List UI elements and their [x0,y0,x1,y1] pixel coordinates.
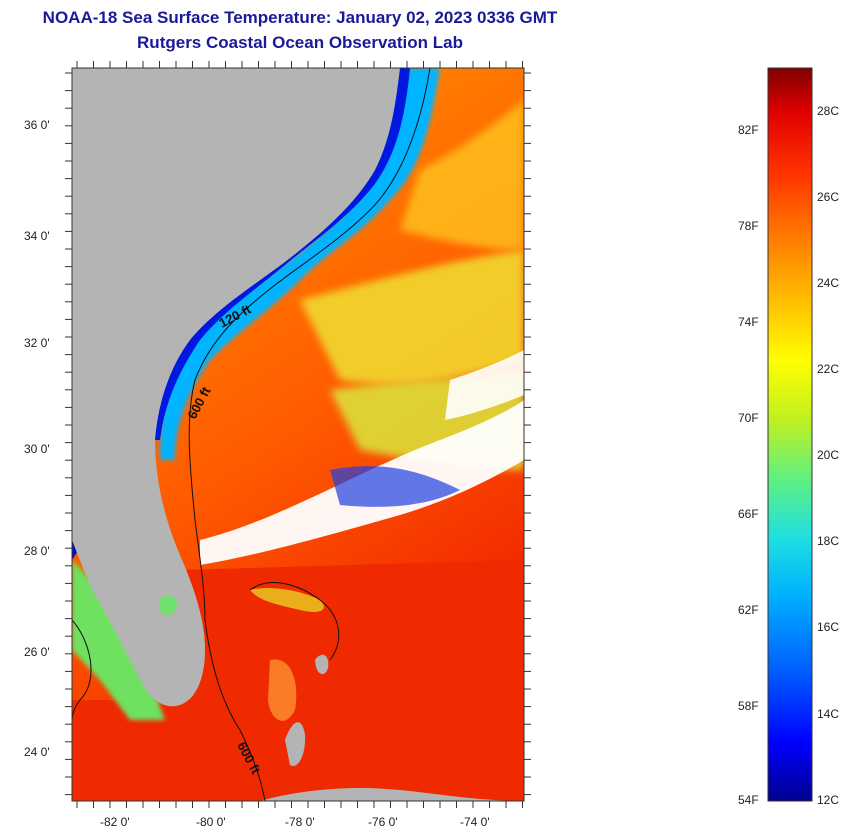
bahama-bank-shallows [250,588,324,612]
latitude-label: 36 0' [24,118,50,132]
cold-cloud-edge [330,466,460,507]
colorbar-fahrenheit-label: 74F [738,315,759,329]
latitude-label: 34 0' [24,229,50,243]
colorbar-celsius-label: 16C [817,620,840,634]
colorbar-celsius-label: 20C [817,448,840,462]
longitude-label: -74 0' [460,815,490,829]
latitude-label: 32 0' [24,336,50,350]
colorbar-fahrenheit-label: 58F [738,699,759,713]
longitude-axis: -82 0' -80 0' -78 0' -76 0' -74 0' [100,815,490,829]
map-imagery: 120 ft 600 ft 600 ft [72,68,524,801]
colorbar-gradient [768,68,812,801]
us-southeast-landmass [72,68,400,707]
latitude-label: 30 0' [24,442,50,456]
colorbar-celsius-label: 26C [817,190,840,204]
colorbar-fahrenheit-label: 62F [738,603,759,617]
latitude-axis: 36 0' 34 0' 32 0' 30 0' 28 0' 26 0' 24 0… [24,118,50,759]
lake-okeechobee [159,595,177,615]
latitude-label: 26 0' [24,645,50,659]
longitude-label: -78 0' [285,815,315,829]
colorbar-celsius-label: 12C [817,793,840,807]
cool-offshore-patch [300,250,524,384]
colorbar-frame [767,67,813,802]
bahamas-island [285,722,306,766]
colorbar-fahrenheit-label: 70F [738,411,759,425]
northern-offshore-patch [400,100,524,250]
axis-ticks [65,61,531,808]
map-title: NOAA-18 Sea Surface Temperature: January… [42,8,558,27]
colorbar-celsius-label: 22C [817,362,840,376]
bathymetry-contour-bahamas [249,582,340,661]
colorbar-celsius-label: 28C [817,104,840,118]
colorbar-fahrenheit-label: 78F [738,219,759,233]
bahama-bank-shallows-2 [268,659,297,721]
latitude-label: 24 0' [24,745,50,759]
latitude-label: 28 0' [24,544,50,558]
colorbar-celsius-label: 14C [817,707,840,721]
bathymetry-contour-120ft [188,68,431,621]
temperature-colorbar [767,67,813,802]
colorbar-celsius-label: 24C [817,276,840,290]
colorbar-fahrenheit-label: 66F [738,507,759,521]
map-frame [71,67,525,802]
coastal-cool-band [160,68,440,460]
map-subtitle: Rutgers Coastal Ocean Observation Lab [137,33,463,52]
cloud-patch-east [445,350,524,420]
longitude-label: -82 0' [100,815,130,829]
colorbar-fahrenheit-label: 54F [738,793,759,807]
longitude-label: -76 0' [368,815,398,829]
bathymetry-contour-600ft-south [204,619,266,801]
bahamas-island-2 [315,654,329,675]
colorbar-fahrenheit-label: 82F [738,123,759,137]
cuba-landmass [260,788,524,801]
colorbar-celsius-label: 18C [817,534,840,548]
longitude-label: -80 0' [196,815,226,829]
